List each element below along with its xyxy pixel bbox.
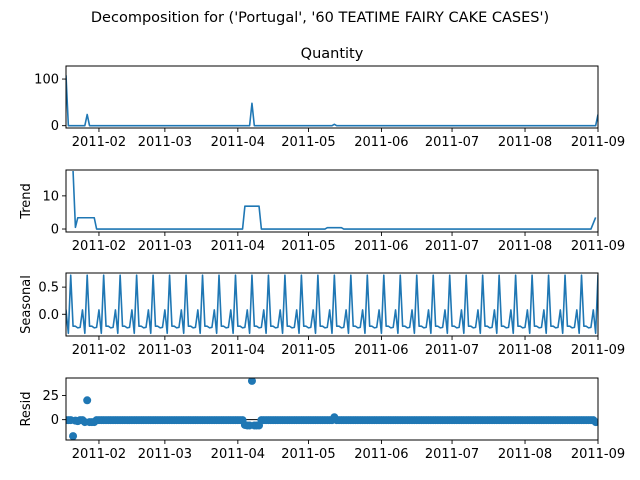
y-tick-label: 0 <box>51 413 59 428</box>
x-tick-label: 2011-06 <box>354 447 408 462</box>
x-tick-label: 2011-05 <box>281 447 335 462</box>
data-layer <box>66 274 598 335</box>
y-tick-label: 0.0 <box>38 308 59 323</box>
x-tick-label: 2011-07 <box>425 135 479 150</box>
resid-point <box>330 413 339 422</box>
y-tick-label: 0.5 <box>38 281 59 296</box>
x-tick-label: 2011-06 <box>354 239 408 254</box>
figure-suptitle: Decomposition for ('Portugal', '60 TEATI… <box>91 10 549 26</box>
x-tick-label: 2011-04 <box>211 447 265 462</box>
resid-point <box>73 417 82 426</box>
y-tick-label: 0 <box>51 119 59 134</box>
y-tick-label: 100 <box>34 73 59 88</box>
resid-point <box>83 396 92 405</box>
data-layer <box>72 170 597 230</box>
x-tick-label: 2011-06 <box>354 343 408 358</box>
x-tick-label: 2011-02 <box>72 447 126 462</box>
x-tick-label: 2011-03 <box>138 135 192 150</box>
x-tick-label: 2011-07 <box>425 447 479 462</box>
x-tick-label: 2011-08 <box>498 447 552 462</box>
x-tick-label: 2011-09 <box>571 239 625 254</box>
x-tick-label: 2011-02 <box>72 343 126 358</box>
x-tick-label: 2011-04 <box>211 239 265 254</box>
x-tick-label: 2011-09 <box>571 343 625 358</box>
panel-3: 0.5 0.0 2011-02 2011-03 2011-04 2011-05 2011-0… <box>19 272 625 358</box>
panel-4: 25 0 2011-02 2011-03 2011-04 2011-05 2011-06 20… <box>19 377 625 462</box>
panel-title: Quantity <box>301 46 364 62</box>
x-tick-label: 2011-03 <box>138 239 192 254</box>
axes-frame <box>65 169 599 233</box>
x-tick-label: 2011-04 <box>211 343 265 358</box>
x-tick-label: 2011-02 <box>72 239 126 254</box>
x-tick-label: 2011-08 <box>498 135 552 150</box>
y-axis-label: Resid <box>19 391 34 426</box>
x-tick-label: 2011-08 <box>498 239 552 254</box>
panel-2: 0 10 2011-02 2011-03 2011-04 2011-05 2011-06 20… <box>19 169 625 254</box>
y-axis-label: Trend <box>19 183 34 220</box>
x-tick-label: 2011-07 <box>425 343 479 358</box>
x-tick-label: 2011-05 <box>281 135 335 150</box>
resid-point <box>591 418 598 427</box>
axes-frame <box>65 272 599 337</box>
y-axis-label: Seasonal <box>19 275 34 334</box>
x-tick-label: 2011-09 <box>571 135 625 150</box>
axes-frame <box>65 377 599 441</box>
series-line <box>72 170 597 230</box>
x-tick-label: 2011-06 <box>354 135 408 150</box>
panel-1: 0 100 2011-02 2011-03 2011-04 2011-05 2011-06 2… <box>34 46 625 150</box>
x-tick-label: 2011-08 <box>498 343 552 358</box>
x-tick-label: 2011-09 <box>571 447 625 462</box>
y-tick-label: 25 <box>42 389 59 404</box>
x-tick-label: 2011-04 <box>211 135 265 150</box>
resid-point <box>247 378 256 385</box>
x-tick-label: 2011-02 <box>72 135 126 150</box>
series-line <box>66 75 598 127</box>
data-layer <box>66 75 598 127</box>
axes-frame <box>65 65 599 129</box>
y-tick-label: 10 <box>42 189 59 204</box>
x-tick-label: 2011-03 <box>138 447 192 462</box>
resid-point <box>69 432 78 440</box>
x-tick-label: 2011-03 <box>138 343 192 358</box>
resid-point <box>90 418 99 427</box>
data-layer <box>66 378 598 440</box>
x-tick-label: 2011-05 <box>281 343 335 358</box>
x-tick-label: 2011-05 <box>281 239 335 254</box>
seasonal-line <box>66 274 598 335</box>
y-tick-label: 0 <box>51 223 59 238</box>
x-tick-label: 2011-07 <box>425 239 479 254</box>
resid-point <box>255 421 264 430</box>
